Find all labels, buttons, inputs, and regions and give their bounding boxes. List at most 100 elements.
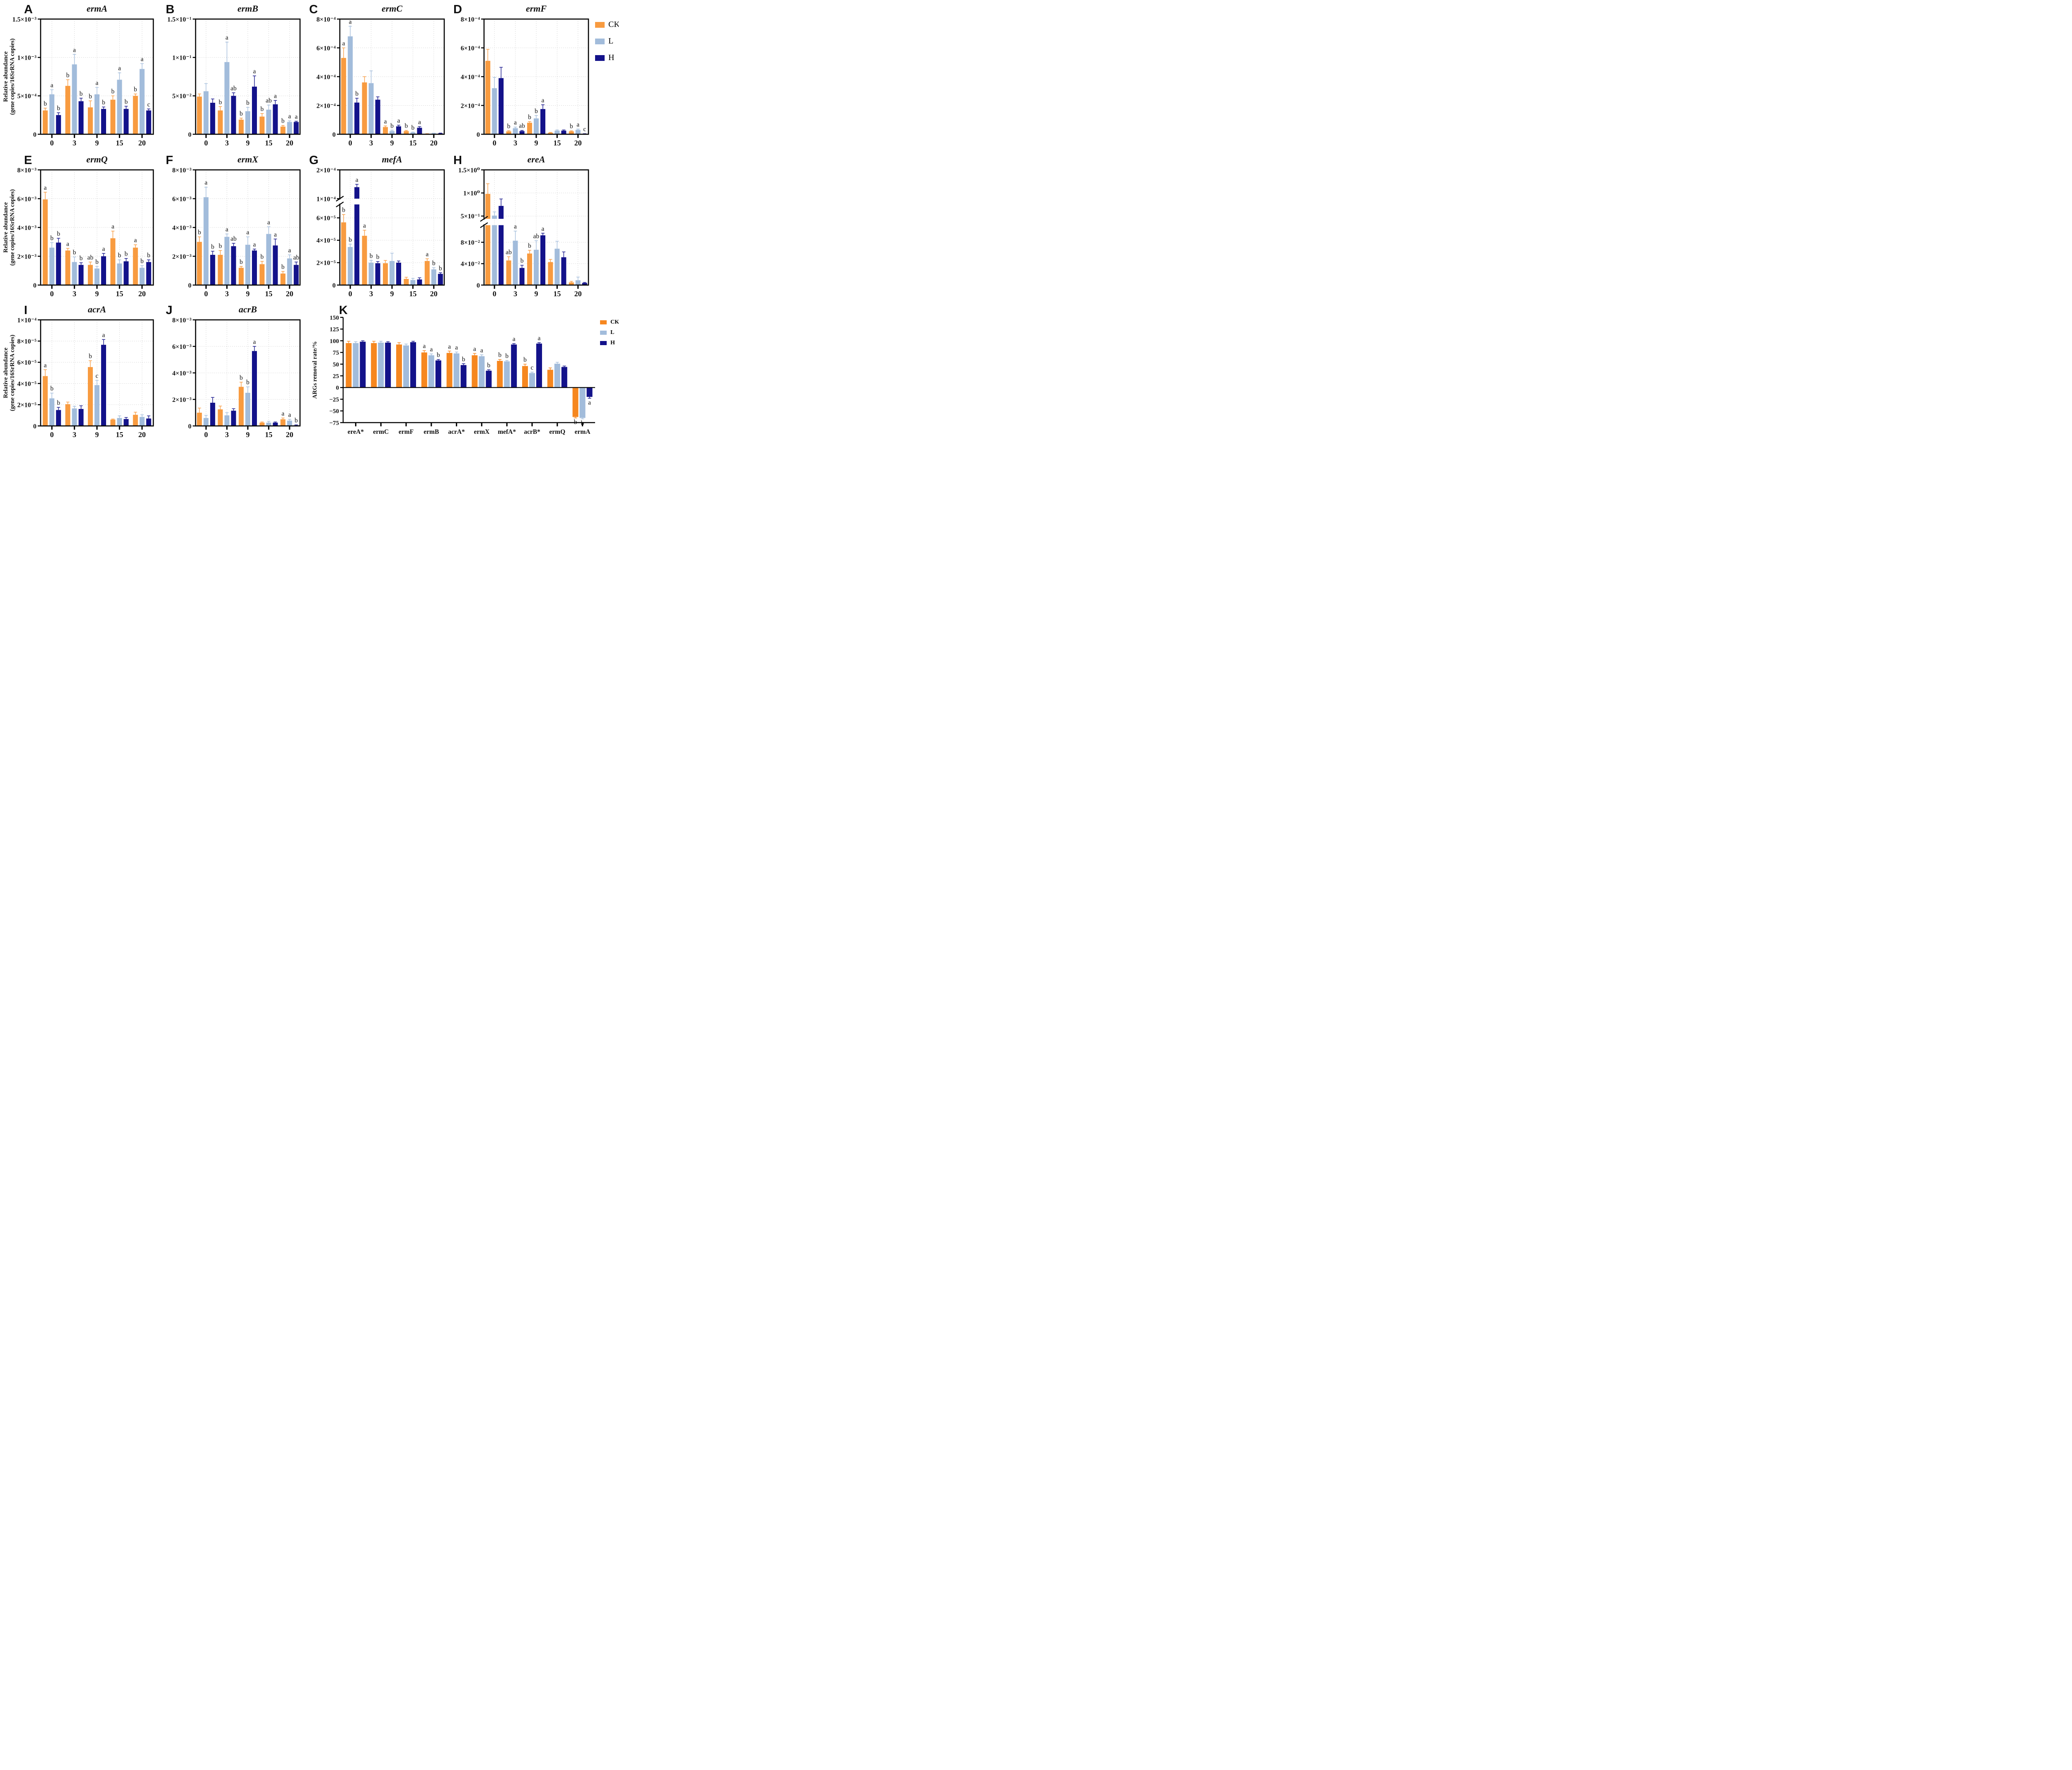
bar-L-15	[117, 80, 122, 134]
panel-ermF: b b b a b a ab a c 0 2×10⁻⁴ 4×10⁻⁴ 6×10⁻⁴ 8×10⁻⁴ 0 3 9 15…	[453, 0, 593, 149]
sig-letter: b	[111, 88, 115, 95]
bar-CK-9	[88, 265, 93, 285]
sig-letter: b	[198, 229, 201, 236]
x-tick-label: 15	[553, 139, 561, 147]
legend-swatch-CK	[595, 22, 605, 28]
bar-CK-15	[548, 262, 553, 285]
bar-H-9	[252, 351, 257, 426]
bar-L-ereA*	[353, 343, 359, 388]
sig-letter: a	[274, 92, 277, 99]
bar-L-20	[287, 421, 292, 426]
bar-L-9	[390, 261, 395, 285]
y-tick-label: −25	[329, 397, 339, 403]
x-tick-label: 0	[204, 139, 208, 147]
y-axis: 0 2×10⁻⁴ 4×10⁻⁴ 6×10⁻⁴ 8×10⁻⁴	[461, 16, 484, 138]
panel-ermQ: a a ab a a b b b b b b b a b b 0 2×10⁻³ 4×10⁻³ 6×10⁻³ 8×10⁻…	[3, 151, 157, 300]
sig-letter: b	[535, 108, 538, 115]
y-tick-label: 6×10⁻³	[172, 196, 192, 203]
sig-letter: b	[507, 123, 511, 130]
bar-CK-3	[506, 131, 511, 134]
y-axis-title: Relative abundance (gene copies/16SrRNA c…	[3, 39, 16, 115]
y-tick-label: 0	[332, 282, 336, 289]
sig-letter: b	[57, 399, 60, 406]
sig-letter: a	[542, 97, 545, 104]
bar-CK-20	[424, 261, 430, 285]
panel-title: ermA	[87, 3, 107, 14]
x-tick-label: 15	[265, 139, 272, 147]
y-tick-label: 8×10⁻⁴	[317, 16, 336, 23]
y-tick-label: 6×10⁻³	[172, 343, 192, 351]
x-tick-label: 3	[73, 290, 76, 298]
sig-letter: a	[140, 56, 143, 63]
axis-break-gap	[483, 220, 485, 225]
sig-letter: ab	[506, 249, 512, 256]
sig-letter: b	[246, 99, 249, 106]
sig-letter: b	[57, 105, 60, 112]
legend-label-L: L	[610, 329, 615, 336]
y-tick-label: 0	[188, 282, 191, 289]
panel-title: ermX	[237, 154, 259, 164]
bar-L-15	[554, 131, 560, 134]
y-tick-label: 1.5×10⁻¹	[167, 16, 192, 23]
x-axis: 0 3 9 15 20	[50, 426, 146, 439]
sig-letter: a	[288, 247, 291, 254]
bar-H-ermC	[385, 342, 391, 388]
bar-CK-acrB*	[522, 366, 528, 388]
bar-H-15	[561, 257, 566, 285]
bar-H-20	[146, 110, 151, 134]
bar-L-15	[554, 249, 560, 285]
y-tick-label: 1×10⁻³	[17, 54, 37, 61]
panel-letter: K	[339, 304, 348, 317]
y-tick-label: 4×10⁻⁴	[461, 74, 480, 81]
y-tick-label: 0	[188, 423, 191, 430]
panel-acrA: a b b c b a 0 2×10⁻⁵ 4×10⁻⁵ 6×10⁻⁵ 8×10⁻⁵ 1×10⁻⁴ 0 3 9…	[3, 301, 157, 441]
bar-L-ermB	[428, 355, 434, 388]
sig-letter: ab	[230, 235, 237, 242]
bar-H-3	[231, 246, 236, 285]
bar-CK-0	[341, 222, 346, 285]
bar-L-20	[139, 268, 145, 285]
sig-letter: a	[73, 46, 76, 53]
bar-L-15	[266, 234, 271, 285]
bar-H-15	[417, 128, 422, 134]
sig-letter: a	[423, 343, 426, 350]
sig-letter: b	[437, 352, 440, 359]
panel-ermC: a a b a b b b a a 0 2×10⁻⁴ 4×10⁻⁴ 6×10⁻⁴ 8×10⁻⁴ 0 3 9 15 2…	[309, 0, 448, 149]
bar-H-9	[101, 256, 106, 285]
bar-CK-9	[88, 367, 93, 426]
bar-CK-15	[404, 131, 409, 134]
bar-L-15	[117, 263, 122, 285]
bar-L-0	[203, 197, 209, 285]
sig-letter: b	[219, 243, 222, 250]
svg-text:ARGs removal rate/%: ARGs removal rate/%	[312, 341, 318, 399]
svg-text:Relative abundance: Relative abundance	[3, 202, 9, 253]
x-tick-label: 20	[286, 290, 293, 298]
panel-letter: C	[309, 3, 318, 16]
panel-letter: H	[453, 154, 462, 167]
bar-CK-ermX	[472, 355, 478, 388]
x-axis: 0 3 9 15 20	[204, 285, 293, 298]
sig-letter: a	[349, 18, 352, 25]
y-tick-label: 0	[188, 131, 191, 138]
x-axis: ereA* ermC ermF ermB acrA* ermX mefA* acrB* ermQ…	[348, 423, 591, 435]
x-tick-label: 20	[574, 139, 582, 147]
bar-H-20	[582, 283, 587, 285]
bar-L-ermX	[479, 356, 485, 388]
sig-letter: a	[426, 251, 428, 258]
bar-L-15	[117, 418, 122, 426]
bar-CK-9	[383, 127, 388, 134]
bar-H-0	[56, 115, 61, 134]
bar-CK-3	[65, 250, 70, 285]
y-tick-label: −50	[329, 408, 339, 415]
y-tick-label: 75	[333, 350, 339, 356]
x-tick-label: 3	[225, 430, 229, 439]
legend-label-H: H	[608, 53, 615, 62]
bar-L-20	[287, 122, 292, 134]
sig-letter: b	[487, 362, 491, 369]
x-tick-label: 9	[535, 290, 538, 298]
y-tick-label: 6×10⁻⁴	[461, 45, 480, 52]
